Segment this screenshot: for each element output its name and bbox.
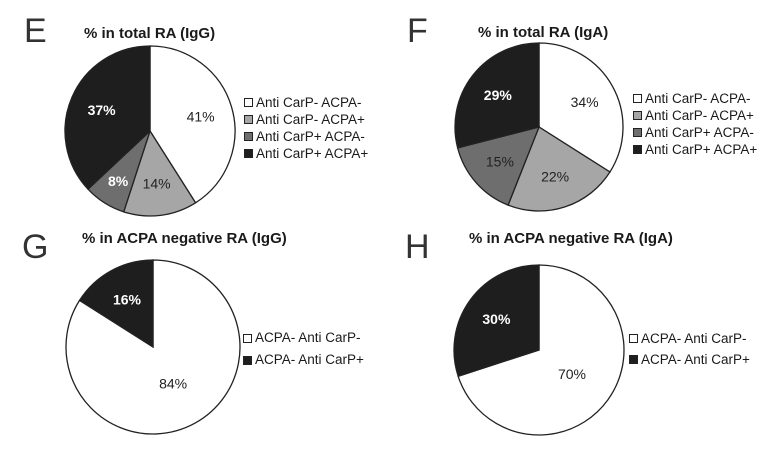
legend-item: Anti CarP- ACPA- — [244, 94, 368, 111]
legend-item: Anti CarP+ ACPA+ — [244, 145, 368, 162]
legend-item: ACPA- Anti CarP- — [629, 328, 750, 349]
legend-item: ACPA- Anti CarP- — [243, 327, 364, 349]
legend-item: Anti CarP- ACPA+ — [244, 111, 368, 128]
pie-chart-g: 84% 16% — [65, 259, 241, 435]
legend-swatch — [244, 98, 253, 107]
legend-item: Anti CarP- ACPA+ — [633, 107, 757, 124]
pie-slice — [456, 126, 541, 206]
pie-slice — [454, 42, 540, 149]
legend-swatch — [244, 149, 253, 158]
legend-swatch — [633, 145, 642, 154]
chart-title: % in ACPA negative RA (IgG) — [82, 230, 287, 247]
slice-percent-label: 8% — [108, 173, 129, 189]
legend-swatch — [243, 333, 252, 343]
legend-item: Anti CarP- ACPA- — [633, 90, 757, 107]
pie-slice — [122, 129, 197, 217]
legend-label: Anti CarP- ACPA+ — [256, 112, 365, 127]
legend-label: Anti CarP+ ACPA+ — [256, 146, 369, 161]
slice-percent-label: 37% — [88, 102, 117, 118]
slice-percent-label: 41% — [187, 108, 215, 124]
legend-swatch — [243, 355, 252, 365]
panel-f: F % in total RA (IgA) 34% 22% 15% 29% Anti … — [389, 0, 778, 224]
pie-slice — [78, 259, 154, 349]
slice-percent-label: 15% — [486, 153, 514, 169]
pie-slice — [453, 264, 540, 378]
legend-item: ACPA- Anti CarP+ — [629, 349, 750, 370]
panel-e: E % in total RA (IgG) 41% 14% 8% 37% Anti C… — [0, 0, 389, 224]
chart-title: % in total RA (IgA) — [478, 24, 609, 41]
legend-item: ACPA- Anti CarP+ — [243, 349, 364, 371]
legend-f: Anti CarP- ACPA- Anti CarP- ACPA+ Anti C… — [633, 90, 757, 158]
legend-item: Anti CarP+ ACPA+ — [633, 141, 757, 158]
legend-label: Anti CarP+ ACPA+ — [645, 142, 758, 157]
legend-swatch — [633, 111, 642, 120]
chart-title: % in total RA (IgG) — [84, 25, 216, 42]
legend-label: Anti CarP- ACPA+ — [645, 108, 754, 123]
slice-percent-label: 84% — [159, 376, 187, 392]
legend-item: Anti CarP+ ACPA- — [633, 124, 757, 141]
legend-swatch — [629, 334, 638, 343]
legend-h: ACPA- Anti CarP- ACPA- Anti CarP+ — [629, 328, 750, 370]
pie-slice — [64, 45, 151, 191]
legend-label: Anti CarP+ ACPA- — [645, 125, 754, 140]
panel-h: H % in ACPA negative RA (IgA) 70% 30% ACP… — [389, 224, 778, 448]
legend-label: Anti CarP- ACPA- — [645, 91, 751, 106]
slice-percent-label: 70% — [558, 366, 586, 382]
legend-label: ACPA- Anti CarP- — [641, 331, 747, 346]
panel-letter: G — [22, 228, 49, 266]
legend-item: Anti CarP+ ACPA- — [244, 128, 368, 145]
pie-chart-h: 70% 30% — [453, 264, 625, 436]
legend-label: ACPA- Anti CarP+ — [255, 352, 364, 367]
legend-label: ACPA- Anti CarP- — [255, 330, 361, 345]
slice-percent-label: 16% — [113, 292, 142, 308]
slice-percent-label: 22% — [541, 169, 569, 185]
slice-percent-label: 34% — [571, 94, 599, 110]
legend-label: ACPA- Anti CarP+ — [641, 352, 750, 367]
pie-slice — [457, 264, 625, 436]
panel-letter: F — [407, 12, 428, 50]
pie-chart-e: 41% 14% 8% 37% — [64, 45, 236, 217]
legend-swatch — [244, 132, 253, 141]
slice-percent-label: 14% — [143, 175, 171, 191]
chart-title: % in ACPA negative RA (IgA) — [469, 230, 673, 247]
slice-percent-label: 30% — [482, 311, 511, 327]
pie-slice — [507, 126, 611, 212]
legend-label: Anti CarP- ACPA- — [256, 95, 362, 110]
legend-g: ACPA- Anti CarP- ACPA- Anti CarP+ — [243, 327, 364, 371]
legend-e: Anti CarP- ACPA- Anti CarP- ACPA+ Anti C… — [244, 94, 368, 162]
panel-letter: H — [405, 228, 430, 266]
panel-letter: E — [24, 12, 47, 50]
panel-g: G % in ACPA negative RA (IgG) 84% 16% ACP… — [0, 224, 389, 448]
legend-label: Anti CarP+ ACPA- — [256, 129, 365, 144]
legend-swatch — [633, 128, 642, 137]
slice-percent-label: 29% — [484, 87, 513, 103]
legend-swatch — [244, 115, 253, 124]
legend-swatch — [629, 355, 638, 364]
pie-chart-f: 34% 22% 15% 29% — [454, 42, 624, 212]
legend-swatch — [633, 94, 642, 103]
